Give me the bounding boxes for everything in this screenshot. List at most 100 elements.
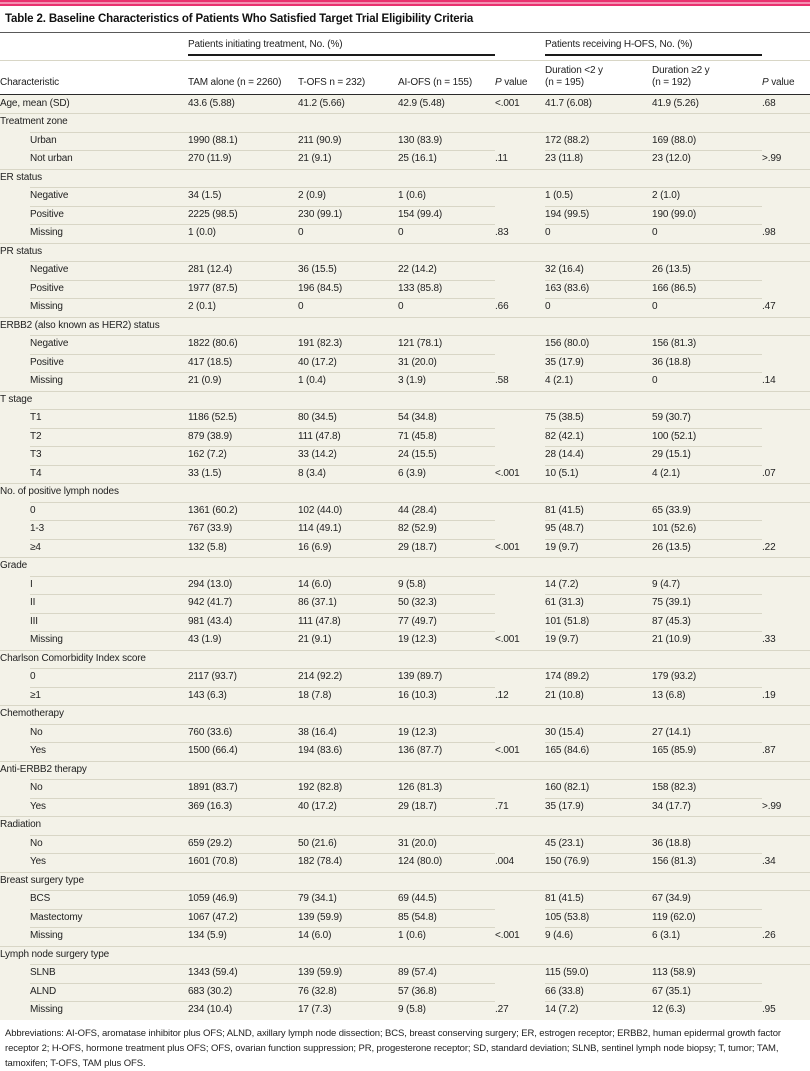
col-header-aiofs: AI-OFS (n = 155)	[398, 60, 496, 95]
value-cell: 169 (88.0)	[652, 131, 763, 150]
p-value-cell: .12	[495, 668, 546, 705]
value-cell: 59 (30.7)	[652, 409, 763, 428]
value-cell: 1822 (80.6)	[188, 335, 298, 354]
characteristic-cell: No	[0, 723, 188, 742]
characteristic-cell: ≥4	[0, 538, 188, 557]
header-gap-cell	[0, 54, 810, 61]
section-header-row: ERBB2 (also known as HER2) status	[0, 316, 810, 335]
col-header-tam-alone: TAM alone (n = 2260)	[188, 60, 298, 95]
table-row: BCS 1059 (46.9) 79 (34.1) 69 (44.5) <.001 81 …	[0, 890, 810, 946]
p-value-cell: .83	[495, 187, 546, 243]
table-row: Not urban 270 (11.9) 21 (9.1) 25 (16.1) 23 (…	[0, 150, 810, 169]
value-cell: 19 (9.7)	[545, 538, 653, 557]
value-cell: 19 (12.3)	[398, 723, 496, 742]
value-cell: 165 (85.9)	[652, 742, 763, 761]
value-cell: 65 (33.9)	[652, 501, 763, 520]
characteristic-cell: Negative	[0, 335, 188, 354]
value-cell: 38 (16.4)	[298, 723, 398, 742]
value-cell: 683 (30.2)	[188, 982, 298, 1001]
table-row: Positive 1977 (87.5) 196 (84.5) 133 (85.8) 1…	[0, 279, 810, 298]
value-cell: 16 (10.3)	[398, 686, 496, 705]
characteristic-cell: Missing	[0, 372, 188, 391]
baseline-characteristics-table: Patients initiating treatment, No. (%) P…	[0, 33, 810, 1020]
value-cell: 0	[298, 298, 398, 317]
value-cell: 111 (47.8)	[298, 427, 398, 446]
value-cell: 1500 (66.4)	[188, 742, 298, 761]
section-header-row: Breast surgery type	[0, 871, 810, 890]
characteristic-cell: ≥1	[0, 686, 188, 705]
table-row: SLNB 1343 (59.4) 139 (59.9) 89 (57.4) .27 115…	[0, 964, 810, 1020]
value-cell: 417 (18.5)	[188, 353, 298, 372]
table-row: No 760 (33.6) 38 (16.4) 19 (12.3) <.001 30 (1…	[0, 723, 810, 761]
table-body: Age, mean (SD) 43.6 (5.88) 41.2 (5.66) 42.9…	[0, 94, 810, 1020]
table-row: Missing 43 (1.9) 21 (9.1) 19 (12.3) 19 (9.7)…	[0, 631, 810, 650]
value-cell: 2117 (93.7)	[188, 668, 298, 687]
value-cell: 21 (9.1)	[298, 150, 398, 169]
duration-lt2y-line2: (n = 195)	[545, 77, 584, 88]
value-cell: 19 (9.7)	[545, 631, 653, 650]
table-row: T1 1186 (52.5) 80 (34.5) 54 (34.8) <.001 75 (…	[0, 409, 810, 483]
characteristic-cell: Missing	[0, 1001, 188, 1020]
table-row: Positive 417 (18.5) 40 (17.2) 31 (20.0) 35 (…	[0, 353, 810, 372]
table-row: 1-3 767 (33.9) 114 (49.1) 82 (52.9) 95 (48.7…	[0, 520, 810, 539]
p-value-cell: <.001	[495, 575, 546, 650]
value-cell: 21 (10.8)	[545, 686, 653, 705]
value-cell: 17 (7.3)	[298, 1001, 398, 1020]
value-cell: 126 (81.3)	[398, 779, 496, 798]
value-cell: 1977 (87.5)	[188, 279, 298, 298]
p-value-cell: .26	[762, 890, 810, 946]
table-row: I 294 (13.0) 14 (6.0) 9 (5.8) <.001 14 (7.2) 9…	[0, 575, 810, 650]
characteristic-cell: Yes	[0, 853, 188, 872]
section-header-label: Treatment zone	[0, 113, 810, 132]
p-italic: P	[762, 77, 769, 88]
value-cell: 23 (11.8)	[545, 150, 653, 169]
value-cell: 1 (0.6)	[398, 187, 496, 206]
value-cell: 41.7 (6.08)	[545, 94, 653, 113]
value-cell: 6 (3.1)	[652, 927, 763, 946]
section-header-label: No. of positive lymph nodes	[0, 483, 810, 502]
value-cell: 77 (49.7)	[398, 612, 496, 631]
value-cell: 659 (29.2)	[188, 834, 298, 853]
value-cell: 101 (52.6)	[652, 520, 763, 539]
value-cell: 174 (89.2)	[545, 668, 653, 687]
duration-ge2y-line1: Duration ≥2 y	[652, 64, 710, 76]
value-cell: 82 (42.1)	[545, 427, 653, 446]
p-value-cell: .14	[762, 335, 810, 391]
value-cell: 214 (92.2)	[298, 668, 398, 687]
characteristic-cell: Missing	[0, 631, 188, 650]
value-cell: 9 (5.8)	[398, 575, 496, 594]
p-value-cell: .98	[762, 187, 810, 243]
value-cell: 69 (44.5)	[398, 890, 496, 909]
value-cell: 33 (1.5)	[188, 464, 298, 483]
characteristic-cell: Mastectomy	[0, 908, 188, 927]
value-cell: 1990 (88.1)	[188, 131, 298, 150]
characteristic-cell: Yes	[0, 742, 188, 761]
value-cell: 21 (0.9)	[188, 372, 298, 391]
spanner-spacer	[0, 33, 188, 55]
table-row: 0 1361 (60.2) 102 (44.0) 44 (28.4) <.001 81 (…	[0, 501, 810, 557]
table-row: Yes 1601 (70.8) 182 (78.4) 124 (80.0) 150 (7…	[0, 853, 810, 872]
value-cell: 130 (83.9)	[398, 131, 496, 150]
section-header-label: Radiation	[0, 816, 810, 835]
value-cell: 81 (41.5)	[545, 501, 653, 520]
value-cell: 14 (7.2)	[545, 1001, 653, 1020]
column-group-row: Patients initiating treatment, No. (%) P…	[0, 33, 810, 56]
characteristic-cell: Negative	[0, 187, 188, 206]
value-cell: 14 (7.2)	[545, 575, 653, 594]
value-cell: 2 (0.9)	[298, 187, 398, 206]
value-cell: 66 (33.8)	[545, 982, 653, 1001]
value-cell: 192 (82.8)	[298, 779, 398, 798]
header-gap-row	[0, 54, 810, 61]
value-cell: 43 (1.9)	[188, 631, 298, 650]
characteristic-cell: ALND	[0, 982, 188, 1001]
characteristic-cell: T3	[0, 446, 188, 465]
value-cell: 767 (33.9)	[188, 520, 298, 539]
value-cell: 34 (1.5)	[188, 187, 298, 206]
table-row: ≥1 143 (6.3) 18 (7.8) 16 (10.3) 21 (10.8) 13 …	[0, 686, 810, 705]
characteristic-cell: Positive	[0, 279, 188, 298]
value-cell: 21 (10.9)	[652, 631, 763, 650]
col-header-pvalue-initiating: P value	[495, 60, 546, 95]
value-cell: 9 (5.8)	[398, 1001, 496, 1020]
value-cell: 879 (38.9)	[188, 427, 298, 446]
value-cell: 85 (54.8)	[398, 908, 496, 927]
